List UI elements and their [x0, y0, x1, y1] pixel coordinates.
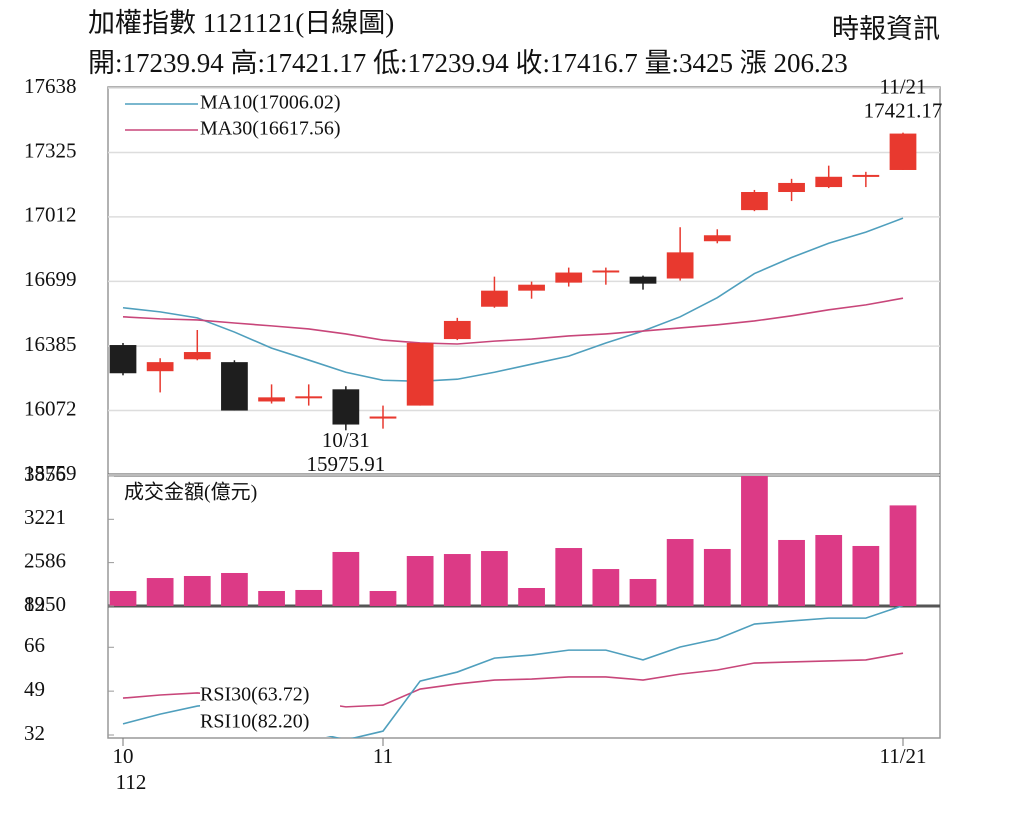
bar: [703, 548, 731, 606]
y-tick-label: 17012: [24, 203, 77, 227]
legend-label: RSI30(63.72): [200, 684, 309, 706]
x-year-label: 112: [116, 770, 147, 794]
bar: [592, 569, 620, 606]
legend-label: MA30(16617.56): [200, 118, 341, 140]
source: 時報資訊: [832, 14, 940, 44]
y-tick-label: 15759: [24, 461, 77, 485]
plot-frame: [107, 86, 941, 739]
annotation-value: 15975.91: [306, 452, 385, 476]
bar: [741, 476, 768, 606]
bar: [889, 505, 917, 606]
legend-label: RSI10(82.20): [200, 711, 309, 733]
candle-body: [741, 192, 768, 211]
bar: [295, 589, 323, 606]
candle-body: [629, 276, 657, 284]
legend-label: MA10(17006.02): [200, 92, 341, 114]
candle-body: [666, 252, 694, 279]
y-tick-label: 16385: [24, 332, 77, 356]
bar: [369, 590, 397, 606]
chart-title: 加權指數 1121121(日線圖): [88, 8, 394, 38]
panel-title: 成交金額(億元): [124, 481, 257, 504]
x-tick-label: 10: [113, 744, 134, 768]
y-tick-label: 32: [24, 721, 45, 745]
y-tick-label: 17638: [24, 74, 77, 98]
candle-body: [889, 133, 917, 170]
candle-body: [852, 174, 880, 177]
bars: [109, 476, 917, 606]
y-tick-label: 17325: [24, 138, 77, 162]
annotation-label: 11/21: [879, 74, 926, 98]
bar: [221, 572, 248, 606]
series-line: [122, 217, 904, 383]
bar: [778, 539, 805, 606]
candle-body: [518, 284, 545, 291]
legend-bg: [200, 684, 340, 736]
candle-body: [183, 352, 211, 360]
bar: [629, 578, 657, 606]
candle-body: [481, 290, 508, 307]
y-tick-label: 82: [24, 592, 45, 616]
candle-body: [778, 182, 805, 193]
candle-body: [221, 362, 248, 411]
bar: [852, 545, 880, 606]
candle-body: [258, 397, 285, 402]
candle-body: [146, 362, 174, 372]
bar: [146, 578, 174, 606]
bar: [258, 590, 285, 606]
candle-body: [815, 176, 843, 188]
bar: [518, 587, 545, 606]
annotation-value: 17421.17: [864, 98, 943, 122]
bar: [481, 551, 508, 606]
x-tick-label: 11/21: [879, 744, 926, 768]
series-line: [122, 297, 904, 345]
candle-body: [592, 270, 620, 273]
bar: [109, 590, 137, 606]
bar: [406, 556, 434, 606]
candle-body: [369, 416, 397, 419]
x-tick-label: 11: [373, 744, 393, 768]
bar: [183, 575, 211, 606]
candle-body: [295, 396, 323, 399]
bar: [332, 551, 360, 606]
annotation-label: 10/31: [322, 428, 370, 452]
y-tick-label: 3221: [24, 505, 66, 529]
y-tick-label: 16699: [24, 267, 77, 291]
candle-body: [555, 272, 583, 283]
candle-body: [109, 345, 137, 374]
candle-body: [703, 235, 731, 242]
y-tick-label: 66: [24, 633, 45, 657]
y-tick-label: 16072: [24, 396, 77, 420]
bar: [666, 539, 694, 606]
candle-body: [406, 342, 434, 406]
y-tick-label: 2586: [24, 548, 66, 572]
y-tick-label: 1950: [24, 592, 66, 616]
bar: [555, 548, 583, 606]
bar: [815, 534, 843, 606]
candle-body: [443, 320, 471, 340]
y-tick-label: 3856: [24, 462, 66, 486]
candle-body: [332, 389, 360, 425]
y-tick-label: 49: [24, 677, 45, 701]
bar: [443, 554, 471, 606]
subtitle: 開:17239.94 高:17421.17 低:17239.94 收:17416…: [88, 48, 848, 78]
